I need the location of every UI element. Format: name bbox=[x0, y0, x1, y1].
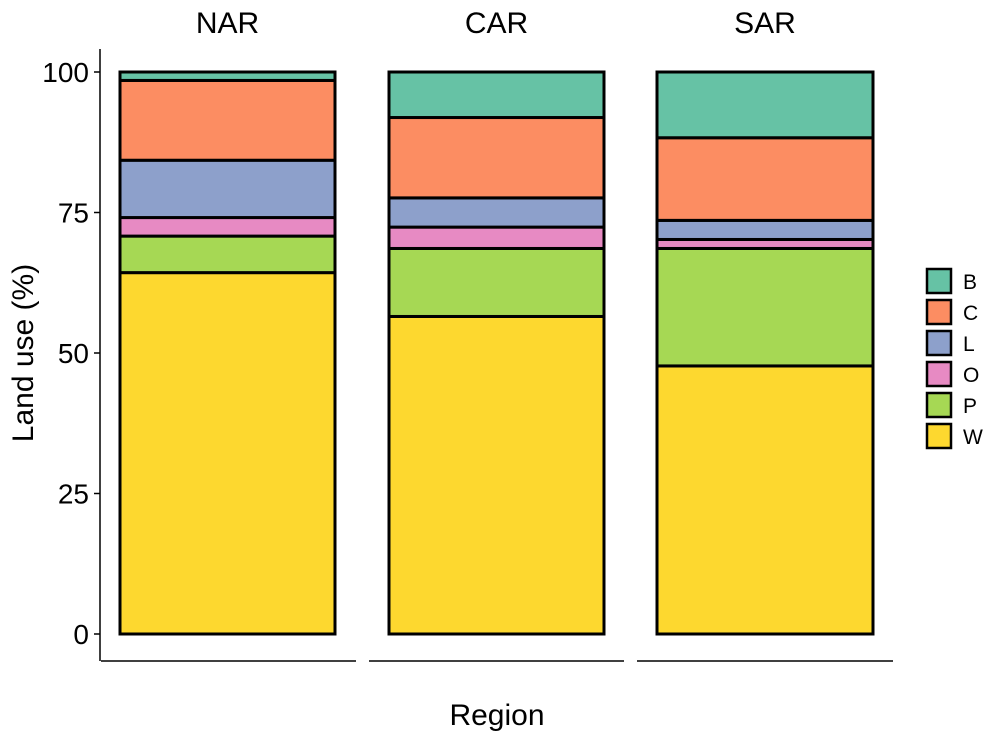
legend-label-o: O bbox=[963, 364, 979, 387]
bar-sar-l bbox=[655, 218, 875, 241]
bar-sar-b bbox=[655, 70, 875, 140]
legend-swatch-b bbox=[925, 267, 953, 295]
bar-car-c bbox=[387, 116, 606, 200]
facet-title-nar: NAR bbox=[196, 7, 259, 40]
y-tick-label-75: 75 bbox=[58, 198, 89, 229]
bars bbox=[118, 70, 875, 636]
legend-label-p: P bbox=[963, 395, 977, 418]
legend-swatch-o bbox=[925, 360, 953, 388]
y-axis: 0 25 50 75 100 bbox=[42, 49, 101, 661]
legend-label-w: W bbox=[963, 426, 983, 449]
bar-car-w bbox=[387, 314, 606, 636]
bar-nar-o bbox=[118, 216, 337, 238]
bar-sar-p bbox=[655, 246, 875, 368]
y-axis-title: Land use (%) bbox=[7, 264, 40, 442]
legend-swatch-l bbox=[925, 329, 953, 357]
x-axis-title: Region bbox=[449, 699, 544, 732]
bar-car-b bbox=[387, 70, 606, 120]
bar-nar-p bbox=[118, 234, 337, 275]
bar-car-p bbox=[387, 246, 606, 318]
bar-nar-w bbox=[118, 271, 337, 636]
y-tick-label-100: 100 bbox=[42, 57, 89, 88]
y-tick-label-25: 25 bbox=[58, 479, 89, 510]
bar-nar-b bbox=[118, 70, 337, 82]
bar-nar-l bbox=[118, 158, 337, 220]
bar-sar-c bbox=[655, 136, 875, 222]
bar-car-l bbox=[387, 196, 606, 229]
facet-title-car: CAR bbox=[465, 7, 528, 40]
legend-swatch-p bbox=[925, 391, 953, 419]
bar-nar-c bbox=[118, 78, 337, 162]
legend-swatch-w bbox=[925, 422, 953, 450]
legend-swatch-c bbox=[925, 298, 953, 326]
bar-sar-w bbox=[655, 364, 875, 636]
facet-title-sar: SAR bbox=[734, 7, 796, 40]
facet-titles: NAR CAR SAR bbox=[196, 7, 796, 40]
bar-car-o bbox=[387, 225, 606, 250]
y-tick-label-0: 0 bbox=[73, 619, 89, 650]
legend-label-b: B bbox=[963, 271, 977, 294]
legend-label-l: L bbox=[963, 333, 975, 356]
y-tick-label-50: 50 bbox=[58, 338, 89, 369]
legend-label-c: C bbox=[963, 302, 978, 325]
